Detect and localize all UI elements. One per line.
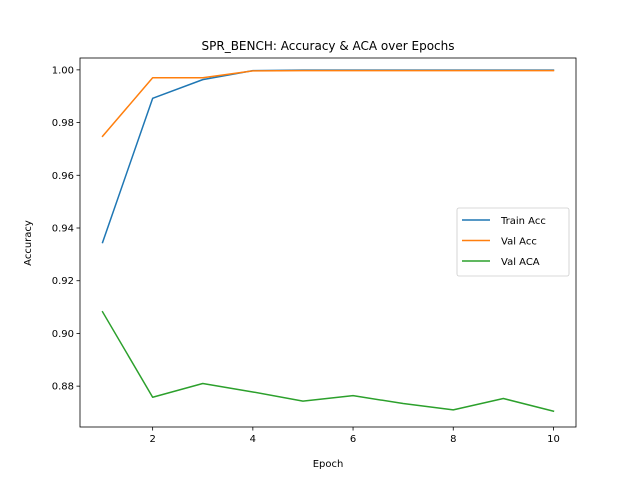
chart-title: SPR_BENCH: Accuracy & ACA over Epochs xyxy=(202,39,455,53)
legend: Train Acc Val Acc Val ACA xyxy=(456,207,570,277)
y-tick-label: 0.90 xyxy=(52,329,74,340)
legend-label-1: Val Acc xyxy=(501,237,537,248)
legend-label-0: Train Acc xyxy=(500,216,546,227)
x-tick-label: 6 xyxy=(350,434,356,445)
x-axis-label: Epoch xyxy=(313,459,344,470)
legend-label-2: Val ACA xyxy=(501,257,540,268)
series-line-1 xyxy=(101,69,555,138)
y-tick-label: 0.94 xyxy=(52,224,74,235)
x-tick-label: 2 xyxy=(149,434,155,445)
y-tick-label: 0.98 xyxy=(52,118,74,129)
y-tick-label: 0.88 xyxy=(52,382,74,393)
y-axis-label: Accuracy xyxy=(23,220,34,266)
x-tick-label: 4 xyxy=(250,434,256,445)
y-tick-label: 0.96 xyxy=(52,171,74,182)
y-tick-label: 0.92 xyxy=(52,276,74,287)
x-tick-label: 8 xyxy=(450,434,456,445)
y-tick-label: 1.00 xyxy=(52,65,74,76)
axes-frame xyxy=(79,57,577,428)
plot-area: 2 4 6 8 10 0.88 0.90 0.92 0.94 0.96 0.98 1.00 xyxy=(52,57,577,445)
x-tick-label: 10 xyxy=(547,434,560,445)
series-line-2 xyxy=(101,310,555,413)
legend-box xyxy=(456,207,570,277)
